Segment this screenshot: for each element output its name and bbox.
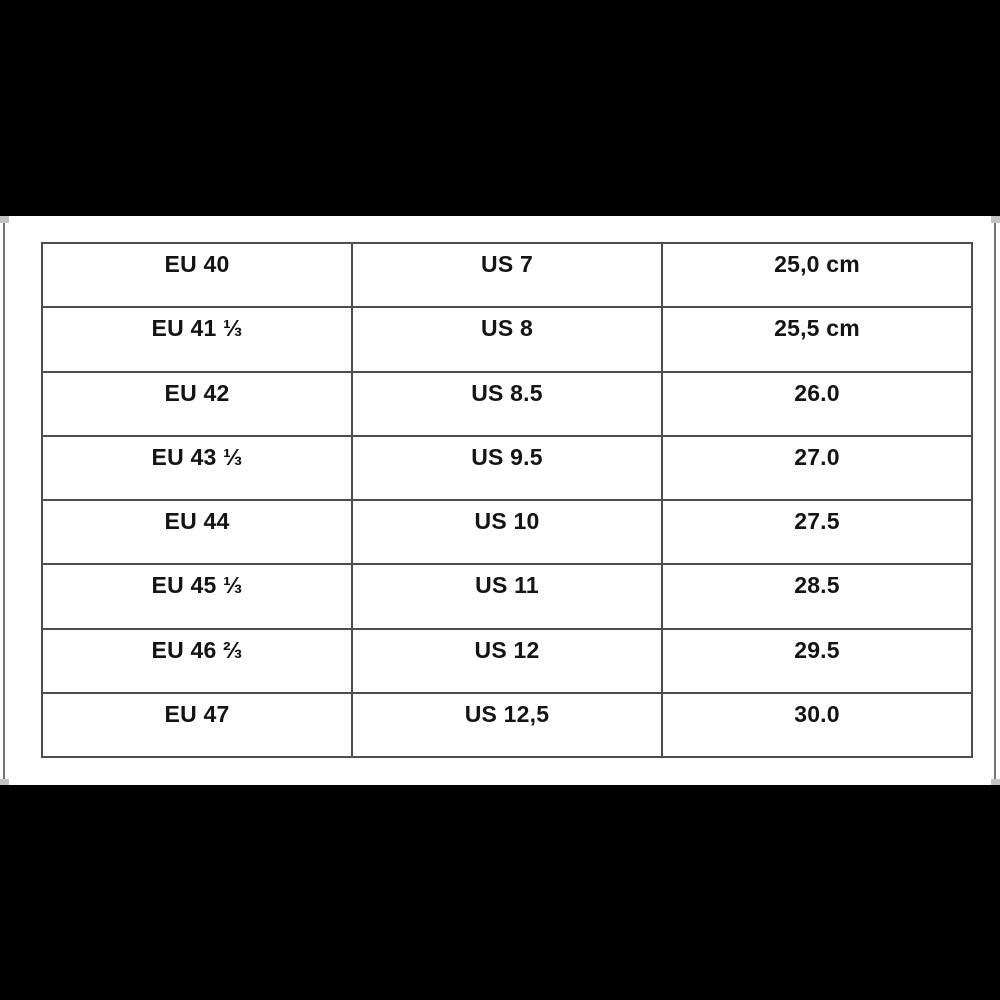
cell-length-cm: 30.0 [661, 691, 973, 759]
cell-us-size: US 8 [351, 306, 663, 373]
cell-length-cm: 28.5 [661, 563, 973, 630]
cell-eu-size: EU 43 ⅓ [41, 434, 353, 502]
selection-handle-top-left[interactable] [0, 216, 9, 223]
cell-eu-size: EU 42 [41, 370, 353, 437]
cell-us-size: US 10 [351, 498, 663, 566]
selection-handle-top-right[interactable] [991, 216, 1000, 223]
letterbox-top [0, 0, 1000, 216]
cell-eu-size: EU 47 [41, 691, 353, 759]
table-row: EU 46 ⅔ US 12 29.5 [41, 627, 973, 694]
letterbox-bottom [0, 785, 1000, 1000]
cell-us-size: US 7 [351, 241, 663, 309]
cell-us-size: US 9.5 [351, 434, 663, 502]
cell-eu-size: EU 40 [41, 241, 353, 309]
cell-us-size: US 12,5 [351, 691, 663, 759]
size-conversion-table: EU 40 US 7 25,0 cm EU 41 ⅓ US 8 25,5 cm … [41, 241, 973, 759]
cell-us-size: US 8.5 [351, 370, 663, 437]
cell-length-cm: 29.5 [661, 627, 973, 694]
table-row: EU 41 ⅓ US 8 25,5 cm [41, 306, 973, 373]
table-row: EU 42 US 8.5 26.0 [41, 370, 973, 437]
cell-eu-size: EU 44 [41, 498, 353, 566]
table-row: EU 40 US 7 25,0 cm [41, 241, 973, 309]
cell-length-cm: 26.0 [661, 370, 973, 437]
cell-us-size: US 11 [351, 563, 663, 630]
selection-border-left [3, 222, 5, 779]
table-row: EU 47 US 12,5 30.0 [41, 691, 973, 759]
cell-eu-size: EU 45 ⅓ [41, 563, 353, 630]
selection-handle-bottom-right[interactable] [991, 779, 1000, 786]
table-row: EU 45 ⅓ US 11 28.5 [41, 563, 973, 630]
table-row: EU 44 US 10 27.5 [41, 498, 973, 566]
cell-length-cm: 25,0 cm [661, 241, 973, 309]
cell-length-cm: 27.0 [661, 434, 973, 502]
cell-eu-size: EU 46 ⅔ [41, 627, 353, 694]
cell-us-size: US 12 [351, 627, 663, 694]
cell-length-cm: 27.5 [661, 498, 973, 566]
selection-border-right [994, 222, 996, 779]
cell-length-cm: 25,5 cm [661, 306, 973, 373]
selection-handle-bottom-left[interactable] [0, 779, 9, 786]
table-row: EU 43 ⅓ US 9.5 27.0 [41, 434, 973, 502]
cell-eu-size: EU 41 ⅓ [41, 306, 353, 373]
